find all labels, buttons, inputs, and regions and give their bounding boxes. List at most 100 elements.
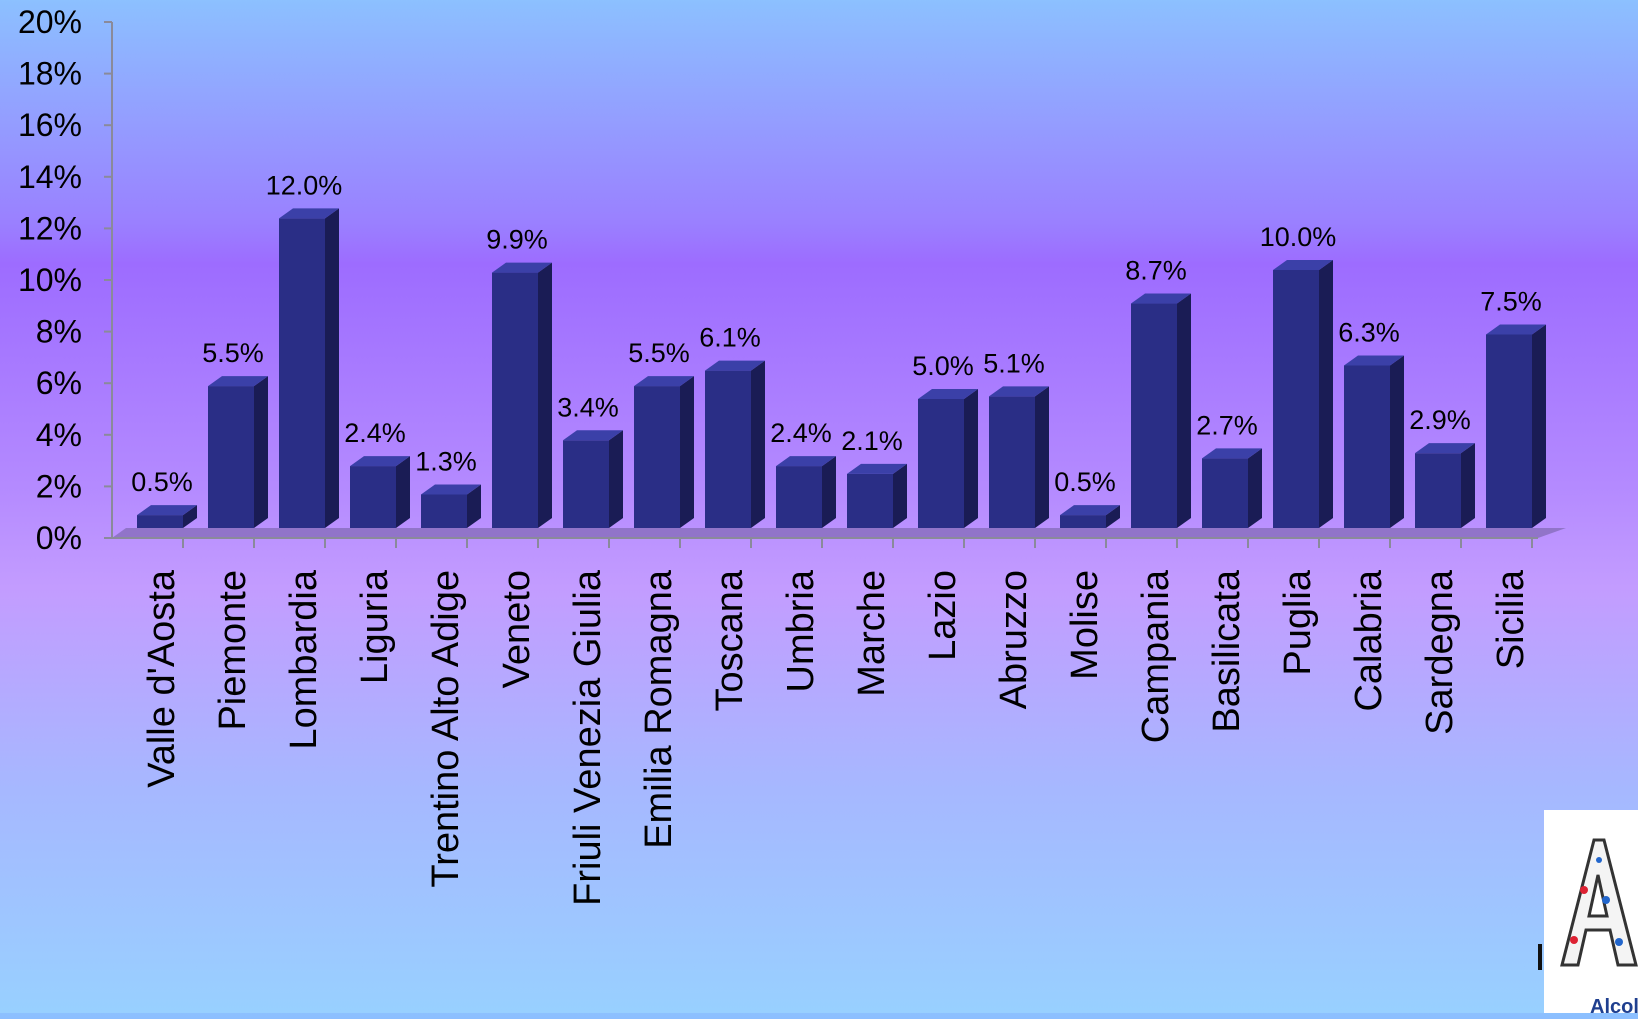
y-tick-label: 0% xyxy=(36,520,82,556)
y-tick-label: 12% xyxy=(18,210,82,246)
x-tick-label: Liguria xyxy=(354,569,396,684)
bar-top xyxy=(492,262,552,273)
data-label: 5.5% xyxy=(202,338,264,368)
bar-top xyxy=(1273,260,1333,270)
bar xyxy=(208,376,268,528)
x-tick-label: Veneto xyxy=(496,570,538,688)
bar-top xyxy=(1486,324,1546,335)
bar-front xyxy=(634,386,680,528)
bar-front xyxy=(563,440,609,528)
x-tick-label: Abruzzo xyxy=(993,570,1035,709)
bar-front xyxy=(279,218,325,528)
x-tick-label: Umbria xyxy=(780,569,822,692)
data-label: 2.4% xyxy=(344,418,406,448)
bar-side xyxy=(538,262,552,528)
bar-top xyxy=(989,386,1049,397)
bar-side xyxy=(680,376,694,528)
bar-side xyxy=(325,208,339,528)
bar-front xyxy=(1131,303,1177,528)
data-label: 6.3% xyxy=(1338,317,1400,347)
data-label: 3.4% xyxy=(557,392,619,422)
bar-side xyxy=(964,389,978,528)
bar-front xyxy=(350,466,396,528)
partial-text-mark xyxy=(1538,944,1542,970)
data-label: 9.9% xyxy=(486,225,548,255)
data-label: 0.5% xyxy=(131,467,193,497)
y-tick-label: 2% xyxy=(36,468,82,504)
x-tick-label: Campania xyxy=(1135,569,1177,743)
y-tick-label: 16% xyxy=(18,107,82,143)
y-tick-label: 20% xyxy=(18,4,82,40)
bar-side xyxy=(396,456,410,528)
bar-front xyxy=(492,272,538,528)
letter-a-logo-icon xyxy=(1560,838,1638,967)
bar xyxy=(1486,324,1546,528)
bar-front xyxy=(776,466,822,528)
bar-side xyxy=(254,376,268,528)
bar-side xyxy=(1035,386,1049,528)
bar-top xyxy=(776,456,836,467)
bar-side xyxy=(1390,355,1404,528)
bar-top xyxy=(137,505,197,516)
bar-top xyxy=(279,208,339,219)
x-tick-label: Basilicata xyxy=(1206,569,1248,732)
bar-top xyxy=(563,430,623,441)
bar-front xyxy=(1486,334,1532,528)
bar xyxy=(350,456,410,528)
bar-top xyxy=(634,376,694,387)
x-tick-label: Calabria xyxy=(1348,569,1390,711)
x-tick-label: Sicilia xyxy=(1490,569,1532,669)
data-label: 7.5% xyxy=(1480,287,1542,317)
bar-top xyxy=(1344,355,1404,366)
bar-top xyxy=(847,463,907,474)
bar-top xyxy=(1060,505,1120,516)
y-tick-label: 14% xyxy=(18,159,82,195)
bar xyxy=(705,360,765,528)
bar-front xyxy=(1344,365,1390,528)
bar xyxy=(1060,505,1120,528)
x-tick-label: Friuli Venezia Giulia xyxy=(567,569,609,906)
bar xyxy=(918,389,978,528)
bar-front xyxy=(208,386,254,528)
bar-front xyxy=(1060,515,1106,528)
bar-top xyxy=(350,456,410,467)
bar xyxy=(847,463,907,528)
data-label: 10.0% xyxy=(1260,222,1337,252)
logo-text: Alcol xyxy=(1590,996,1638,1018)
bar-side xyxy=(1248,448,1262,528)
bar-side xyxy=(1461,443,1475,528)
bar-top xyxy=(1131,293,1191,304)
bar-top xyxy=(705,360,765,371)
data-label: 1.3% xyxy=(415,446,477,476)
x-tick-label: Puglia xyxy=(1277,569,1319,675)
y-tick-label: 6% xyxy=(36,365,82,401)
bar-side xyxy=(893,463,907,528)
alcol-logo: Alcol xyxy=(1544,810,1638,1018)
bar-side xyxy=(1106,505,1120,528)
bar-side xyxy=(467,484,481,528)
bar-side xyxy=(609,430,623,528)
bar xyxy=(563,430,623,528)
bar-front xyxy=(137,515,183,528)
y-tick-label: 8% xyxy=(36,314,82,350)
bar xyxy=(1131,293,1191,528)
bar-front xyxy=(918,399,964,528)
data-label: 2.9% xyxy=(1409,405,1471,435)
bar xyxy=(1415,443,1475,528)
bar-side xyxy=(1177,293,1191,528)
y-tick-label: 4% xyxy=(36,417,82,453)
bar xyxy=(492,262,552,528)
bar-front xyxy=(1273,270,1319,528)
x-tick-label: Piemonte xyxy=(212,570,254,731)
bar-front xyxy=(1415,453,1461,528)
bar xyxy=(634,376,694,528)
bar xyxy=(1344,355,1404,528)
data-label: 5.0% xyxy=(912,351,974,381)
bar xyxy=(1202,448,1262,528)
x-tick-label: Sardegna xyxy=(1419,569,1461,735)
bar xyxy=(137,505,197,528)
bar-top xyxy=(208,376,268,387)
x-tick-label: Lombardia xyxy=(283,569,325,749)
bar-side xyxy=(1319,260,1333,528)
data-label: 5.1% xyxy=(983,348,1045,378)
